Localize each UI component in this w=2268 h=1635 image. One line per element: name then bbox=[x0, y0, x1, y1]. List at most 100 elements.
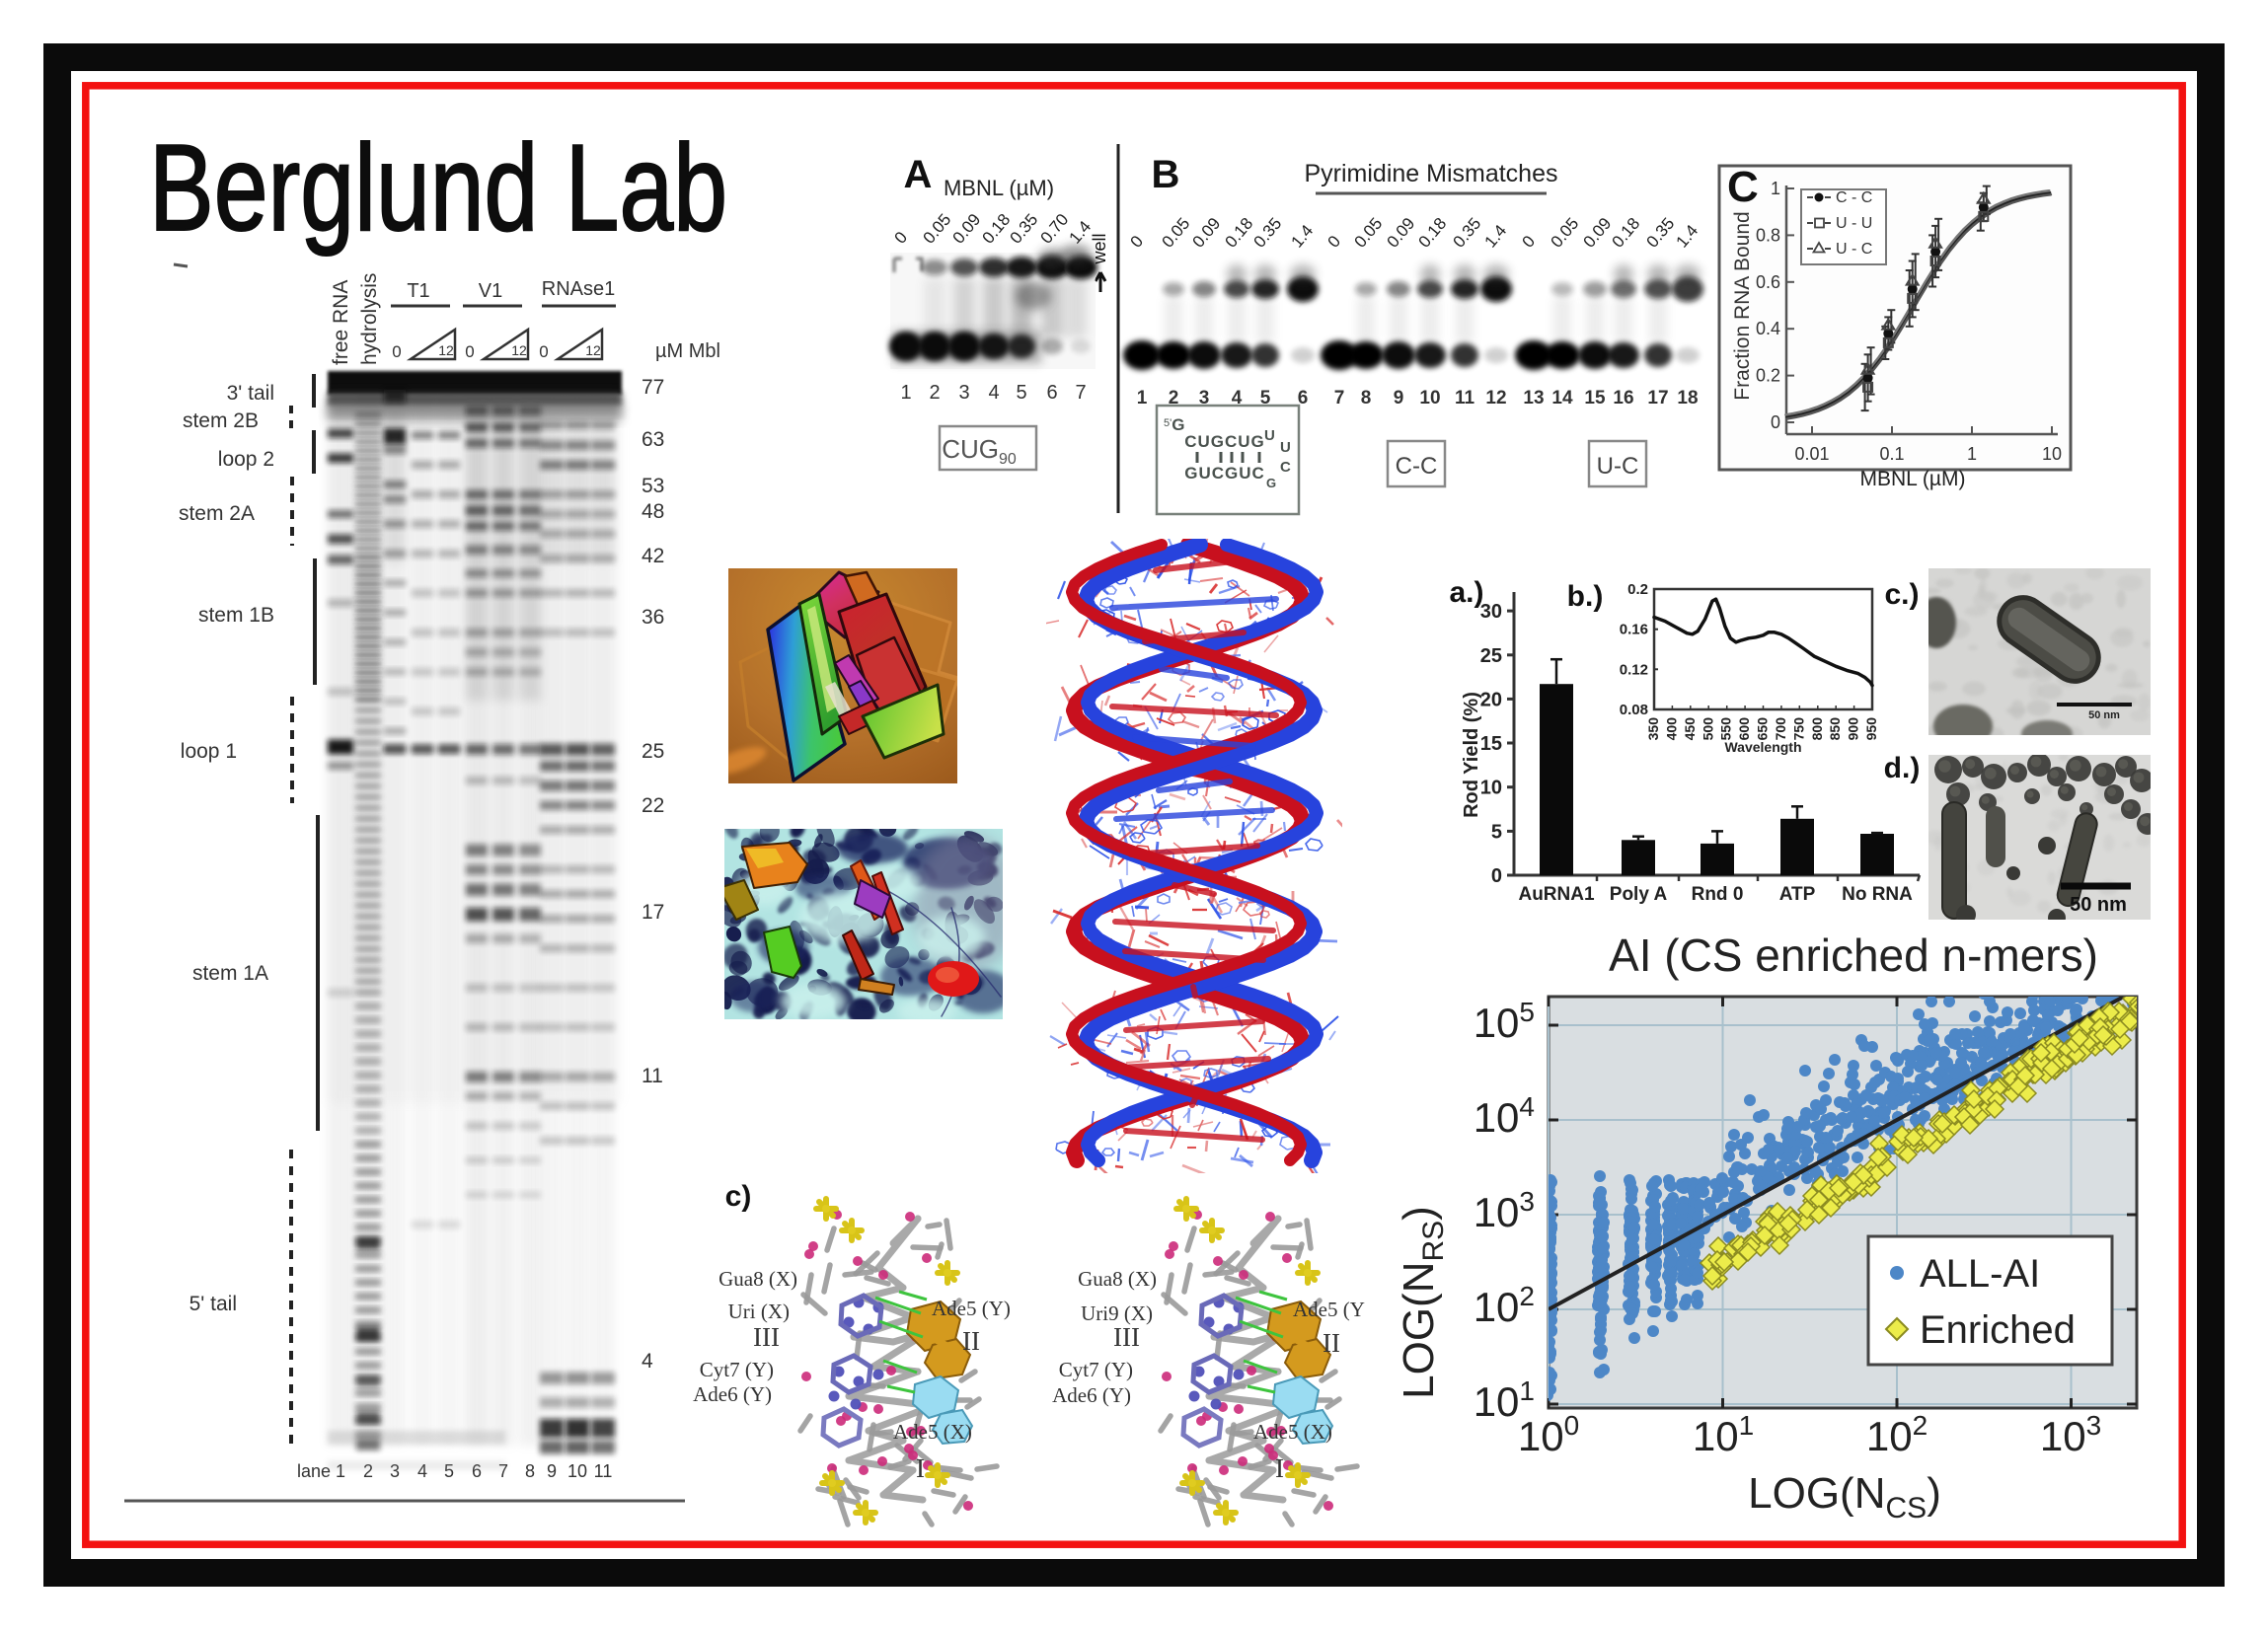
svg-text:3: 3 bbox=[958, 382, 969, 404]
svg-text:4: 4 bbox=[1232, 388, 1243, 409]
svg-text:stem 1B: stem 1B bbox=[198, 604, 274, 627]
svg-text:0.8: 0.8 bbox=[1756, 225, 1780, 245]
svg-text:0: 0 bbox=[539, 342, 548, 361]
svg-text:III: III bbox=[753, 1322, 780, 1352]
svg-text:12: 12 bbox=[511, 342, 527, 358]
svg-text:0: 0 bbox=[392, 342, 401, 361]
svg-text:0.1: 0.1 bbox=[1879, 444, 1904, 464]
svg-text:850: 850 bbox=[1827, 717, 1843, 741]
svg-text:25: 25 bbox=[642, 740, 664, 763]
svg-text:750: 750 bbox=[1790, 717, 1806, 741]
svg-text:36: 36 bbox=[642, 606, 664, 629]
svg-text:2: 2 bbox=[1169, 388, 1179, 409]
svg-text:1: 1 bbox=[1771, 179, 1780, 198]
svg-text:63: 63 bbox=[642, 428, 664, 451]
svg-text:MBNL (µM): MBNL (µM) bbox=[944, 176, 1054, 200]
svg-text:Ade5 (X): Ade5 (X) bbox=[893, 1420, 972, 1444]
svg-text:C-C: C-C bbox=[1396, 453, 1438, 480]
svg-text:25: 25 bbox=[1480, 645, 1502, 667]
svg-text:U - U: U - U bbox=[1836, 215, 1872, 232]
svg-text:GUCGUC: GUCGUC bbox=[1184, 464, 1265, 483]
svg-text:12: 12 bbox=[438, 342, 454, 358]
svg-text:10: 10 bbox=[1419, 388, 1440, 409]
svg-text:600: 600 bbox=[1736, 717, 1752, 741]
svg-text:5: 5 bbox=[1016, 382, 1026, 404]
svg-text:µM Mbl: µM Mbl bbox=[655, 340, 720, 362]
svg-text:loop 2: loop 2 bbox=[218, 448, 274, 471]
svg-text:22: 22 bbox=[642, 794, 664, 817]
svg-text:MBNL (µM): MBNL (µM) bbox=[1860, 468, 1966, 490]
svg-text:18: 18 bbox=[1677, 388, 1698, 409]
svg-text:c.): c.) bbox=[1884, 578, 1919, 611]
svg-text:U: U bbox=[1280, 439, 1291, 456]
svg-text:10: 10 bbox=[2042, 444, 2062, 464]
svg-text:9: 9 bbox=[547, 1461, 557, 1481]
svg-text:0.2: 0.2 bbox=[1627, 581, 1648, 598]
svg-text:Rnd 0: Rnd 0 bbox=[1692, 884, 1744, 905]
svg-text:RNAse1: RNAse1 bbox=[542, 278, 615, 300]
svg-text:1: 1 bbox=[1967, 444, 1977, 464]
svg-text:10: 10 bbox=[567, 1461, 587, 1481]
svg-text:Ade5 (Y): Ade5 (Y) bbox=[932, 1297, 1011, 1320]
svg-text:3' tail: 3' tail bbox=[227, 382, 274, 405]
svg-text:0.16: 0.16 bbox=[1620, 622, 1648, 638]
svg-text:10: 10 bbox=[1480, 778, 1502, 799]
svg-text:15: 15 bbox=[1584, 388, 1606, 409]
svg-text:6: 6 bbox=[472, 1461, 482, 1481]
svg-text:950: 950 bbox=[1863, 717, 1879, 741]
svg-text:11: 11 bbox=[1455, 388, 1475, 409]
svg-text:5: 5 bbox=[1491, 821, 1502, 843]
svg-text:48: 48 bbox=[642, 500, 664, 523]
svg-text:8: 8 bbox=[525, 1461, 535, 1481]
svg-text:1: 1 bbox=[1137, 388, 1148, 409]
svg-text:400: 400 bbox=[1663, 717, 1679, 741]
svg-text:4: 4 bbox=[417, 1461, 427, 1481]
svg-text:42: 42 bbox=[642, 545, 664, 567]
svg-text:II: II bbox=[962, 1326, 980, 1356]
svg-text:U-C: U-C bbox=[1597, 453, 1639, 480]
svg-text:1: 1 bbox=[336, 1461, 345, 1481]
svg-text:Ade5 (Y: Ade5 (Y bbox=[1293, 1298, 1365, 1321]
svg-text:Ade6 (Y): Ade6 (Y) bbox=[693, 1382, 772, 1406]
svg-text:0: 0 bbox=[465, 342, 474, 361]
svg-text:free RNA: free RNA bbox=[330, 280, 352, 365]
svg-text:17: 17 bbox=[642, 901, 664, 924]
svg-text:11: 11 bbox=[642, 1065, 663, 1087]
svg-text:50 nm: 50 nm bbox=[2088, 709, 2120, 721]
svg-text:7: 7 bbox=[498, 1461, 508, 1481]
svg-text:LOG(NRS): LOG(NRS) bbox=[1395, 1206, 1450, 1399]
svg-text:Uri9 (X): Uri9 (X) bbox=[1081, 1301, 1153, 1325]
svg-text:Poly A: Poly A bbox=[1610, 884, 1668, 905]
svg-text:a.): a.) bbox=[1449, 576, 1483, 609]
svg-text:Cyt7 (Y): Cyt7 (Y) bbox=[1059, 1358, 1133, 1381]
svg-text:C: C bbox=[1727, 163, 1759, 211]
svg-text:I: I bbox=[1275, 1453, 1284, 1483]
svg-text:Cyt7 (Y): Cyt7 (Y) bbox=[700, 1358, 774, 1381]
svg-text:5: 5 bbox=[444, 1461, 454, 1481]
svg-text:AuRNA1: AuRNA1 bbox=[1518, 884, 1594, 905]
svg-text:6: 6 bbox=[1298, 388, 1309, 409]
svg-text:14: 14 bbox=[1551, 388, 1573, 409]
svg-text:1: 1 bbox=[900, 382, 911, 404]
svg-text:800: 800 bbox=[1809, 717, 1825, 741]
svg-text:7: 7 bbox=[1334, 388, 1345, 409]
svg-text:6: 6 bbox=[1046, 382, 1057, 404]
svg-text:4: 4 bbox=[642, 1350, 653, 1373]
svg-text:Gua8 (X): Gua8 (X) bbox=[1078, 1267, 1157, 1291]
svg-text:b.): b.) bbox=[1567, 580, 1604, 613]
svg-text:lane: lane bbox=[297, 1461, 331, 1481]
svg-text:stem 1A: stem 1A bbox=[192, 962, 268, 985]
svg-text:3: 3 bbox=[1199, 388, 1210, 409]
svg-text:4: 4 bbox=[988, 382, 999, 404]
svg-text:20: 20 bbox=[1480, 689, 1502, 710]
svg-text:T1: T1 bbox=[407, 280, 429, 302]
svg-text:900: 900 bbox=[1846, 717, 1861, 741]
svg-text:3: 3 bbox=[390, 1461, 400, 1481]
svg-text:550: 550 bbox=[1718, 717, 1734, 741]
svg-text:ATP: ATP bbox=[1779, 884, 1816, 905]
svg-text:12: 12 bbox=[585, 342, 601, 358]
svg-text:0: 0 bbox=[1771, 412, 1780, 432]
svg-text:II: II bbox=[1323, 1328, 1340, 1358]
svg-text:A: A bbox=[904, 153, 933, 196]
svg-text:C - C: C - C bbox=[1836, 189, 1872, 206]
